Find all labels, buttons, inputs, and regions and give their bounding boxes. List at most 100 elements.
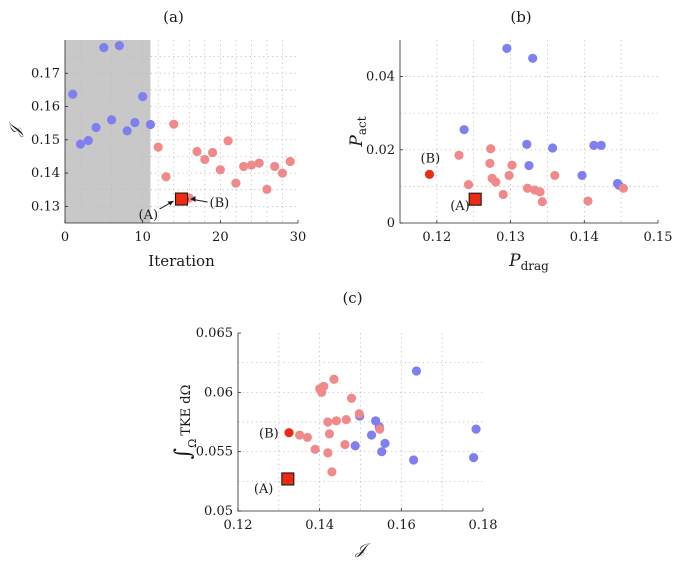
chart-panel-c: 0.12 0.14 0.16 0.18 0.05 0.055 0.06 0.065 (c) 𝒥 ∫Ω… [171,289,497,558]
y-axis-label-group: Pact [347,116,369,147]
data-point-pink [315,384,325,394]
data-point-pink [310,444,320,454]
y-tick-label: 0.055 [196,445,233,460]
x-axis-label: Pdrag [508,251,549,273]
data-point-blue [411,366,422,376]
chart-panel-b: 0.12 0.13 0.14 0.15 0 0.02 0.04 (b) Pdrag Pact (A)… [347,8,672,273]
data-point-pink [207,147,218,158]
data-point-blue [577,170,587,181]
data-point-pink [323,417,333,427]
data-point-pink [340,439,350,450]
axis-frame [399,40,658,224]
data-point-pink [537,197,547,207]
y-tick-label: 0.02 [366,143,395,158]
data-point-pink [192,146,202,157]
data-point-pink [323,448,333,458]
x-tick-label: 0.15 [644,230,673,245]
x-tick-label: 0.18 [469,518,498,533]
x-axis-label: 𝒥 [354,540,371,558]
data-point-blue [366,430,377,440]
arrowhead-a [167,201,174,206]
point-b-marker [284,428,294,438]
data-point-pink [223,136,233,146]
data-point-blue [469,453,479,463]
data-point-pink [327,467,337,477]
data-point-pink [285,156,295,167]
data-point-pink [485,158,495,168]
data-point-pink [302,432,313,443]
y-tick-label: 0 [387,216,395,231]
y-tick-label: 0.14 [31,166,60,181]
data-point-blue [75,139,86,149]
data-point-pink [262,184,272,194]
y-axis-label-group: ∫ΩTKE dΩ [171,385,199,460]
data-point-pink [375,424,385,434]
data-point-blue [145,119,156,130]
data-point-pink [239,161,249,172]
data-point-pink [498,189,508,200]
data-point-pink [535,187,545,197]
data-point-blue [83,135,93,146]
data-point-blue [99,43,109,53]
data-point-blue [114,41,124,51]
data-point-pink [231,178,241,188]
x-tick-label: 0.12 [224,518,253,533]
data-point-blue [377,447,387,457]
y-axis-label: ∫ΩTKE dΩ [171,385,199,460]
y-axis-label-group: 𝒥 [6,121,24,138]
data-point-pink [486,144,496,154]
y-tick-label: 0.06 [204,385,233,400]
data-point-pink [354,409,364,419]
y-tick-label: 0.17 [31,66,60,81]
data-point-blue [596,140,606,151]
data-point-pink [329,374,339,384]
data-point-blue [138,91,148,102]
data-point-pink [161,172,171,182]
annotation-b: (B) [259,427,279,442]
x-tick-label: 0.13 [496,230,525,245]
data-point-blue [107,115,117,125]
data-point-blue [350,441,360,451]
annotation-a: (A) [139,208,159,223]
x-axis-label: Iteration [148,252,215,270]
data-point-pink [454,150,464,160]
data-point-blue [459,125,469,135]
data-point-blue [380,438,390,448]
chart-panel-a: 0 10 20 30 0.13 0.14 0.15 0.16 0.17 (a) Iteration 𝒥… [6,8,306,270]
point-a-marker [468,192,482,206]
data-point-pink [169,119,179,129]
shaded-region [65,40,151,223]
x-tick-label: 20 [212,230,229,245]
y-tick-label: 0.05 [204,504,233,519]
x-tick-label: 10 [134,230,151,245]
y-tick-label: 0.065 [196,326,233,341]
data-point-pink [215,165,225,175]
data-point-pink [618,183,628,193]
data-point-pink [504,170,514,181]
arrowhead-b [190,196,196,203]
point-a-marker [281,472,295,486]
chart-title: (a) [163,8,184,26]
x-tick-label: 0.12 [422,230,451,245]
data-point-pink [295,430,305,440]
x-tick-label: 0.14 [305,518,334,533]
data-point-blue [528,53,538,63]
data-point-pink [153,142,163,152]
data-point-blue [589,140,599,151]
y-axis-label: 𝒥 [6,121,24,138]
x-tick-label: 30 [290,230,307,245]
data-point-blue [68,89,78,99]
data-point-pink [270,161,280,172]
chart-title: (c) [342,289,362,307]
data-point-blue [408,455,419,465]
data-point-blue [91,122,101,133]
data-point-pink [200,154,210,165]
data-point-blue [122,126,132,136]
data-point-pink [246,160,256,170]
data-point-pink [522,183,533,193]
y-axis-label: Pact [347,116,369,147]
data-point-blue [547,143,558,153]
data-point-pink [487,173,497,183]
point-a-marker [174,192,189,206]
